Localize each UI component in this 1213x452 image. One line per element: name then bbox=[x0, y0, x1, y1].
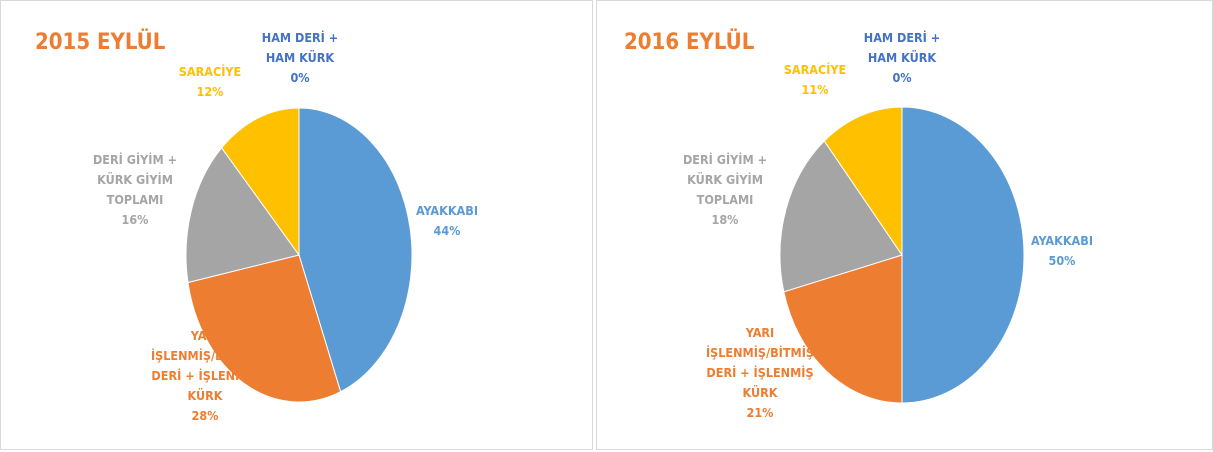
slice-value: 11% bbox=[801, 82, 829, 97]
pie-slice bbox=[221, 107, 300, 257]
slice-value: 18% bbox=[711, 212, 739, 227]
slice-value: 12% bbox=[196, 84, 224, 99]
slice-value: 50% bbox=[1048, 253, 1076, 268]
slice-label: AYAKKABI bbox=[1030, 233, 1094, 248]
slice-label: SARACİYE bbox=[178, 64, 242, 79]
slice-label: SARACİYE bbox=[783, 62, 847, 77]
slice-label: HAM DERİ + HAM KÜRK bbox=[261, 30, 339, 65]
slice-value: 44% bbox=[433, 223, 461, 238]
pie-slice bbox=[783, 254, 903, 404]
slice-value: 16% bbox=[121, 212, 149, 227]
slice-value: 28% bbox=[191, 408, 219, 423]
pie-slice bbox=[298, 107, 413, 393]
pie-slice bbox=[187, 254, 342, 403]
pie-slice bbox=[823, 106, 903, 257]
slice-value: 21% bbox=[746, 405, 774, 420]
slice-label: AYAKKABI bbox=[415, 203, 479, 218]
pie-slice bbox=[901, 106, 1025, 404]
pie-slice bbox=[779, 140, 903, 293]
pie-slice bbox=[185, 147, 300, 284]
slice-label: YARI İŞLENMİŞ/BİTMİŞ DERİ + İŞLENMİŞ KÜR… bbox=[705, 325, 815, 400]
slice-value: 0% bbox=[290, 70, 310, 85]
chart-panel bbox=[0, 0, 593, 450]
slice-value: 0% bbox=[892, 70, 912, 85]
chart-title: 2015 EYLÜL bbox=[35, 30, 166, 55]
slice-label: DERİ GİYİM + KÜRK GİYİM TOPLAMI bbox=[682, 152, 768, 207]
slice-label: YARI İŞLENMİŞ/BİTMİŞ DERİ + İŞLENMİŞ KÜR… bbox=[150, 328, 260, 403]
slice-label: DERİ GİYİM + KÜRK GİYİM TOPLAMI bbox=[92, 152, 178, 207]
slice-label: HAM DERİ + HAM KÜRK bbox=[863, 30, 941, 65]
chart-title: 2016 EYLÜL bbox=[624, 30, 755, 55]
